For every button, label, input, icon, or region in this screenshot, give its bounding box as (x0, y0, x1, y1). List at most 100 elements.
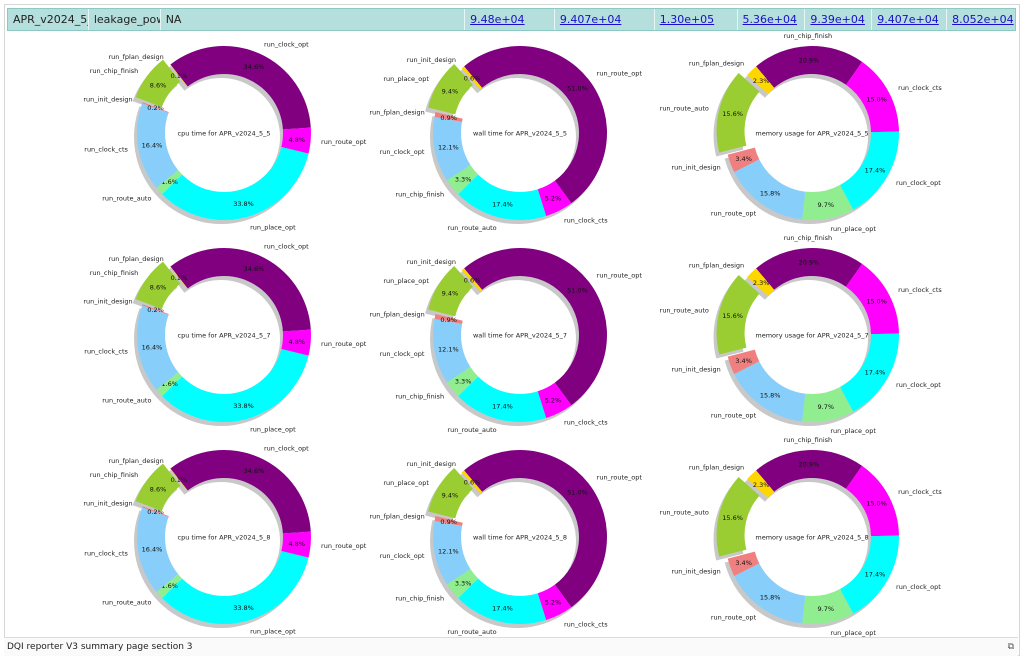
donut-slice-run-init-design (142, 102, 169, 113)
slice-percent-label: 15.6% (722, 514, 743, 522)
donut-slice-run-init-design (461, 268, 483, 292)
slice-name-label: run_route_auto (102, 397, 151, 405)
slice-name-label: run_clock_cts (84, 550, 128, 558)
chart-title: memory usage for APR_v2024_5_8 (755, 534, 868, 542)
slice-percent-label: 20.9% (799, 461, 820, 469)
slice-percent-label: 17.4% (865, 166, 886, 174)
slice-percent-label: 0.6% (464, 74, 481, 82)
slice-name-label: run_place_opt (383, 277, 429, 285)
slice-name-label: run_fplan_design (689, 262, 744, 270)
slice-name-label: run_route_opt (321, 542, 367, 550)
donut-slice-run-init-design (727, 551, 760, 576)
slice-percent-label: 0.1% (171, 476, 188, 484)
donut-chart-cpu: 34.6% run_clock_opt 4.8% run_route_opt 33.8%… (83, 41, 366, 232)
value-link[interactable]: 9.39e+04 (810, 13, 865, 26)
slice-name-label: run_chip_finish (396, 393, 445, 401)
slice-percent-label: 0.1% (171, 274, 188, 282)
slice-name-label: run_init_design (407, 258, 456, 266)
value-link[interactable]: 9.407e+04 (877, 13, 939, 26)
slice-percent-label: 4.8% (288, 136, 305, 144)
donut-slice-run-init-design (727, 349, 760, 374)
chart-title: memory usage for APR_v2024_5_5 (755, 130, 868, 138)
slice-name-label: run_init_design (671, 164, 720, 172)
slice-name-label: run_route_auto (447, 628, 496, 636)
slice-name-label: run_route_opt (321, 340, 367, 348)
run-name-cell: APR_v2024_5_8 (8, 9, 89, 30)
slice-percent-label: 34.6% (244, 467, 265, 475)
value-cell: 5.36e+04 (738, 9, 806, 30)
section-title: DQI reporter V3 summary page section 3 (7, 642, 193, 652)
donut-slice-run-route-opt (281, 531, 311, 558)
slice-name-label: run_route_auto (447, 224, 496, 232)
chart-title: memory usage for APR_v2024_5_7 (755, 332, 868, 340)
donut-slice-run-route-opt (281, 329, 311, 356)
slice-name-label: run_clock_cts (564, 620, 608, 628)
slice-percent-label: 3.3% (455, 377, 472, 385)
donut-slice-run-clock-cts (537, 584, 572, 620)
slice-name-label: run_chip_finish (784, 436, 833, 444)
slice-name-label: run_place_opt (383, 75, 429, 83)
donut-chart-cpu: 34.6% run_clock_opt 4.8% run_route_opt 33.8%… (83, 445, 366, 636)
section-footer: DQI reporter V3 summary page section 3 ⧉ (4, 637, 1018, 656)
donut-slice-run-chip-finish (756, 247, 863, 290)
slice-percent-label: 4.8% (288, 540, 305, 548)
donut-slice-run-clock-cts (137, 305, 179, 390)
popout-icon[interactable]: ⧉ (1007, 642, 1014, 652)
value-link[interactable]: 9.48e+04 (470, 13, 525, 26)
slice-name-label: run_chip_finish (90, 269, 139, 277)
slice-percent-label: 51.0% (567, 488, 588, 496)
baseline-cell: NA (161, 9, 466, 30)
slice-percent-label: 4.8% (288, 338, 305, 346)
value-link[interactable]: 8.052e+04 (952, 13, 1014, 26)
value-link[interactable]: 1.30e+05 (659, 13, 715, 26)
slice-percent-label: 15.0% (866, 297, 887, 305)
donut-slice-run-chip-finish (446, 569, 479, 599)
donut-slice-run-chip-finish (135, 261, 181, 309)
slice-name-label: run_clock_opt (896, 583, 941, 591)
slice-name-label: run_route_auto (102, 195, 151, 203)
donut-slice-run-route-auto (716, 73, 760, 153)
slice-percent-label: 12.1% (438, 346, 459, 354)
value-link[interactable]: 5.36e+04 (742, 13, 798, 26)
slice-percent-label: 17.4% (492, 604, 513, 612)
slice-name-label: run_route_auto (660, 306, 709, 314)
slice-percent-label: 17.4% (492, 402, 513, 410)
slice-percent-label: 0.9% (440, 518, 457, 526)
donut-slice-run-place-opt (428, 64, 473, 115)
slice-name-label: run_clock_opt (264, 41, 309, 49)
slice-percent-label: 12.1% (438, 548, 459, 556)
slice-percent-label: 9.4% (442, 290, 459, 298)
donut-slice-run-place-opt (162, 348, 309, 423)
slice-percent-label: 15.6% (722, 312, 743, 320)
value-link[interactable]: 9.407e+04 (559, 13, 622, 26)
slice-percent-label: 3.3% (455, 175, 472, 183)
slice-percent-label: 3.3% (455, 579, 472, 587)
slice-name-label: run_clock_opt (896, 381, 941, 389)
slice-name-label: run_clock_opt (896, 179, 941, 187)
donut-slice-run-clock-opt (170, 248, 311, 332)
slice-percent-label: 9.4% (442, 492, 459, 500)
slice-name-label: run_clock_cts (564, 216, 608, 224)
donut-slice-run-place-opt (428, 266, 473, 317)
donut-slice-run-fplan-design (747, 470, 775, 498)
donut-slice-run-clock-opt (839, 535, 899, 614)
slice-name-label: run_route_auto (660, 508, 709, 516)
slice-percent-label: 0.9% (440, 316, 457, 324)
chart-title: cpu time for APR_v2024_5_7 (178, 332, 271, 340)
donut-chart-wall: 51.0% run_route_opt 5.2% run_clock_cts 17.4%… (369, 248, 642, 434)
donut-slice-run-fplan-design (747, 66, 775, 94)
donut-slice-run-chip-finish (135, 59, 181, 107)
slice-name-label: run_route_opt (321, 138, 367, 146)
slice-percent-label: 33.8% (233, 604, 254, 612)
slice-percent-label: 0.2% (147, 306, 164, 314)
donut-slice-run-fplan-design (170, 468, 188, 491)
donut-slice-run-clock-cts (845, 465, 899, 537)
slice-percent-label: 0.1% (171, 72, 188, 80)
donut-slice-run-route-opt (464, 45, 608, 204)
metric-row: APR_v2024_5_8 leakage_power NA 9.48e+04 … (7, 8, 1016, 31)
donut-charts: 34.6% run_clock_opt 4.8% run_route_opt 33.8%… (83, 32, 942, 637)
donut-slice-run-route-opt (281, 127, 311, 154)
slice-percent-label: 12.1% (438, 144, 459, 152)
donut-slice-run-route-auto (458, 174, 547, 221)
slice-percent-label: 34.6% (244, 63, 265, 71)
